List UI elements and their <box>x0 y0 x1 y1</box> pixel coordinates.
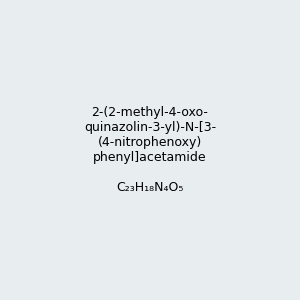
Text: 2-(2-methyl-4-oxo-
quinazolin-3-yl)-N-[3-
(4-nitrophenoxy)
phenyl]acetamide

C₂₃: 2-(2-methyl-4-oxo- quinazolin-3-yl)-N-[3… <box>84 106 216 194</box>
